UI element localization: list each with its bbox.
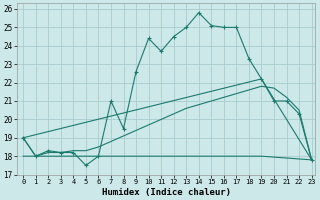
X-axis label: Humidex (Indice chaleur): Humidex (Indice chaleur) — [102, 188, 231, 197]
